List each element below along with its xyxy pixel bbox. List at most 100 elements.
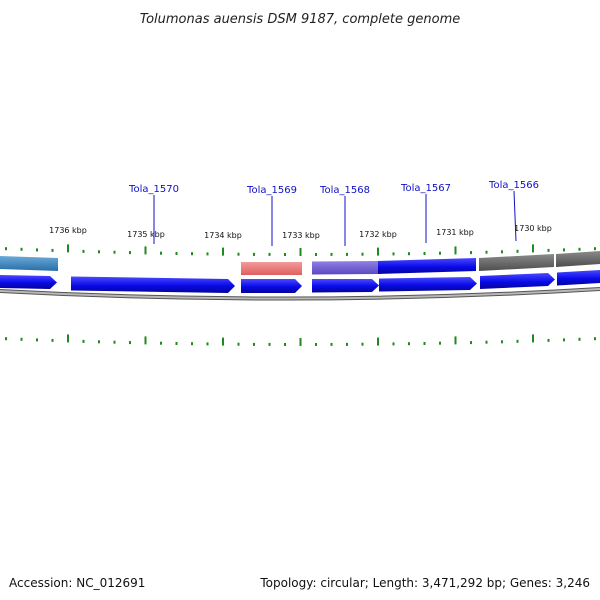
upper-scale-minor-tick bbox=[501, 250, 503, 254]
cds-arrow-tola-1566[interactable] bbox=[480, 273, 555, 289]
upper-scale-minor-tick bbox=[113, 250, 116, 254]
lower-scale-minor-tick bbox=[284, 343, 286, 346]
gene-label-tola-1569[interactable]: Tola_1569 bbox=[246, 185, 297, 196]
cds-arrow-tola-1568[interactable] bbox=[312, 279, 379, 293]
upper-scale-minor-tick bbox=[315, 253, 317, 256]
cds-arrow-tola-1569[interactable] bbox=[241, 279, 302, 293]
lower-scale-minor-tick bbox=[485, 340, 488, 344]
lower-scale-minor-tick bbox=[516, 339, 519, 343]
lower-scale-minor-tick bbox=[361, 342, 364, 346]
scale-label-1733-kbp: 1733 kbp bbox=[282, 231, 320, 240]
cds-track bbox=[0, 270, 600, 293]
outer-feature-left[interactable] bbox=[0, 256, 58, 271]
upper-scale-minor-tick bbox=[485, 250, 488, 254]
upper-scale-minor-tick bbox=[361, 252, 364, 256]
lower-scale-minor-tick bbox=[82, 339, 85, 343]
map-title: Tolumonas auensis DSM 9187, complete gen… bbox=[140, 12, 461, 27]
lower-scale-minor-tick bbox=[20, 337, 23, 341]
outer-feature-tola-1569[interactable] bbox=[241, 262, 302, 275]
upper-scale-minor-tick bbox=[191, 252, 193, 256]
outer-feature-tola-1567[interactable] bbox=[378, 258, 476, 274]
gene-label-tola-1566[interactable]: Tola_1566 bbox=[488, 180, 539, 191]
lower-scale-minor-tick bbox=[160, 341, 162, 345]
scale-label-1731-kbp: 1731 kbp bbox=[436, 228, 474, 237]
upper-scale-minor-tick bbox=[82, 249, 85, 253]
lower-scale-minor-tick bbox=[423, 342, 426, 345]
scale-label-1736-kbp: 1736 kbp bbox=[49, 226, 87, 235]
lower-scale-ticks bbox=[5, 334, 596, 346]
upper-scale-minor-tick bbox=[51, 248, 54, 252]
upper-scale-minor-tick bbox=[330, 252, 333, 256]
upper-scale-major-tick bbox=[532, 244, 534, 253]
lower-scale-major-tick bbox=[377, 337, 379, 346]
lower-scale-major-tick bbox=[299, 338, 302, 346]
lower-scale-minor-tick bbox=[113, 340, 116, 344]
lower-scale-minor-tick bbox=[330, 342, 333, 346]
outer-feature-right[interactable] bbox=[556, 251, 600, 267]
lower-scale-minor-tick bbox=[253, 342, 255, 346]
upper-scale-major-tick bbox=[144, 246, 147, 255]
lower-scale-minor-tick bbox=[206, 342, 209, 346]
lower-scale-major-tick bbox=[67, 334, 69, 343]
gene-label-tola-1570[interactable]: Tola_1570 bbox=[128, 184, 179, 195]
outer-feature-tola-1568[interactable] bbox=[312, 261, 378, 275]
upper-scale-minor-tick bbox=[594, 247, 596, 251]
accession-text: Accession: NC_012691 bbox=[9, 576, 145, 590]
lower-scale-minor-tick bbox=[578, 337, 581, 341]
scale-label-1735-kbp: 1735 kbp bbox=[127, 230, 165, 239]
lower-scale-minor-tick bbox=[98, 340, 100, 344]
upper-scale-minor-tick bbox=[547, 248, 550, 252]
scale-label-1730-kbp: 1730 kbp bbox=[514, 224, 552, 233]
lower-scale-minor-tick bbox=[563, 338, 565, 342]
upper-scale-ticks bbox=[5, 244, 596, 256]
lower-scale-minor-tick bbox=[51, 338, 54, 342]
upper-scale-minor-tick bbox=[284, 253, 286, 256]
lower-scale-minor-tick bbox=[5, 337, 7, 341]
upper-scale-minor-tick bbox=[160, 251, 162, 255]
outer-feature-tola-1566[interactable] bbox=[479, 254, 554, 271]
lower-scale-minor-tick bbox=[129, 341, 131, 345]
upper-scale-major-tick bbox=[454, 246, 457, 255]
lower-scale-major-tick bbox=[222, 337, 224, 346]
upper-scale-major-tick bbox=[377, 247, 379, 256]
cds-arrow-tola-1567[interactable] bbox=[379, 277, 477, 292]
lower-scale-major-tick bbox=[144, 336, 147, 345]
lower-scale-minor-tick bbox=[36, 338, 38, 342]
upper-scale-minor-tick bbox=[578, 247, 581, 251]
lower-scale-minor-tick bbox=[547, 338, 550, 342]
upper-scale-minor-tick bbox=[470, 251, 472, 255]
lower-scale-minor-tick bbox=[439, 341, 441, 345]
upper-scale-minor-tick bbox=[423, 252, 426, 255]
upper-scale-minor-tick bbox=[346, 252, 348, 256]
lower-scale-minor-tick bbox=[594, 337, 596, 341]
upper-scale-minor-tick bbox=[563, 248, 565, 252]
upper-scale-minor-tick bbox=[268, 252, 271, 256]
scale-label-1732-kbp: 1732 kbp bbox=[359, 230, 397, 239]
upper-scale-major-tick bbox=[67, 244, 69, 253]
cds-arrow-left[interactable] bbox=[0, 275, 57, 289]
lower-scale-major-tick bbox=[532, 334, 534, 343]
lower-scale-minor-tick bbox=[191, 342, 193, 346]
backbone-circle bbox=[0, 288, 600, 300]
lower-scale-minor-tick bbox=[408, 342, 410, 346]
upper-scale-minor-tick bbox=[408, 252, 410, 256]
upper-scale-minor-tick bbox=[36, 248, 38, 252]
upper-scale-minor-tick bbox=[129, 251, 131, 255]
summary-text: Topology: circular; Length: 3,471,292 bp… bbox=[259, 576, 590, 590]
lower-scale-minor-tick bbox=[346, 342, 348, 346]
gene-label-tola-1568[interactable]: Tola_1568 bbox=[319, 185, 370, 196]
upper-scale-minor-tick bbox=[516, 249, 519, 253]
scale-labels: 1736 kbp 1735 kbp 1734 kbp 1733 kbp 1732… bbox=[49, 224, 552, 240]
gene-label-tola-1567[interactable]: Tola_1567 bbox=[400, 183, 451, 194]
upper-scale-minor-tick bbox=[175, 252, 178, 255]
lower-scale-minor-tick bbox=[501, 340, 503, 344]
upper-scale-major-tick bbox=[299, 248, 302, 256]
cds-arrow-tola-1570[interactable] bbox=[71, 276, 235, 294]
scale-label-1734-kbp: 1734 kbp bbox=[204, 231, 242, 240]
lower-scale-minor-tick bbox=[470, 341, 472, 345]
lower-scale-minor-tick bbox=[175, 342, 178, 345]
upper-scale-minor-tick bbox=[439, 251, 441, 255]
lower-scale-minor-tick bbox=[237, 342, 240, 346]
cds-arrow-right[interactable] bbox=[557, 270, 600, 286]
outer-feature-track bbox=[0, 251, 600, 275]
